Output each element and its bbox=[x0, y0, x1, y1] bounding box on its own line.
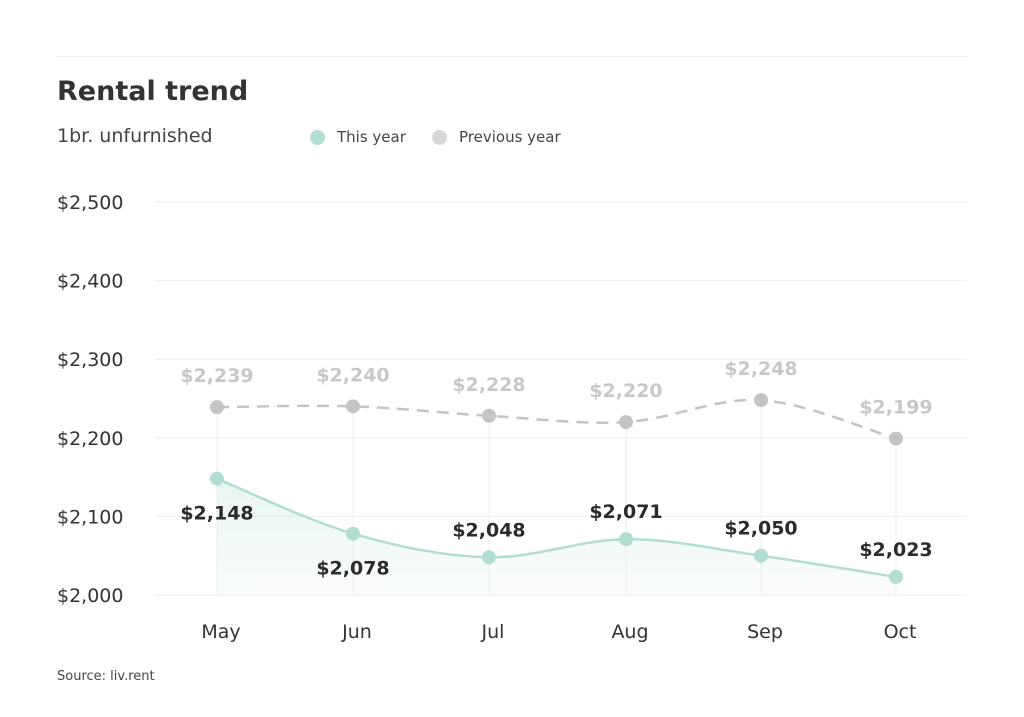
legend-previous-year[interactable]: Previous year bbox=[432, 128, 561, 146]
previous-year-point bbox=[210, 400, 224, 415]
previous-year-value-label: $2,220 bbox=[589, 380, 662, 402]
previous-year-point bbox=[754, 393, 768, 408]
x-tick-label: Oct bbox=[884, 621, 917, 643]
this-year-value-label: $2,048 bbox=[452, 519, 525, 541]
y-tick-label: $2,400 bbox=[57, 271, 123, 293]
previous-year-point bbox=[889, 431, 903, 446]
x-tick-label: Jun bbox=[341, 621, 372, 643]
previous-year-value-label: $2,239 bbox=[180, 365, 253, 387]
y-tick-label: $2,500 bbox=[57, 192, 123, 214]
previous-year-point bbox=[619, 415, 633, 430]
this-year-value-label: $2,071 bbox=[589, 501, 662, 523]
this-year-value-label: $2,050 bbox=[724, 518, 797, 540]
previous-year-point bbox=[482, 408, 496, 423]
this-year-area bbox=[217, 478, 896, 595]
y-tick-label: $2,100 bbox=[57, 506, 123, 528]
previous-year-value-label: $2,248 bbox=[724, 358, 797, 380]
previous-year-value-label: $2,199 bbox=[859, 397, 932, 419]
source-note: Source: liv.rent bbox=[57, 669, 155, 684]
this-year-point bbox=[346, 526, 360, 541]
y-tick-label: $2,200 bbox=[57, 428, 123, 450]
previous-year-value-label: $2,228 bbox=[452, 374, 525, 396]
legend-label: Previous year bbox=[459, 128, 561, 146]
previous-year-line bbox=[216, 398, 897, 440]
x-tick-label: Jul bbox=[481, 621, 505, 643]
chart-subtitle: 1br. unfurnished bbox=[57, 125, 213, 147]
x-tick-label: Sep bbox=[747, 621, 783, 643]
divider bbox=[57, 56, 968, 57]
this-year-point bbox=[889, 569, 903, 584]
legend-this-year[interactable]: This year bbox=[310, 128, 406, 146]
this-year-value-label: $2,078 bbox=[316, 558, 389, 580]
x-tick-label: May bbox=[201, 621, 240, 643]
this-year-point bbox=[482, 550, 496, 565]
this-year-value-label: $2,148 bbox=[180, 503, 253, 525]
this-year-point bbox=[619, 532, 633, 547]
this-year-point bbox=[210, 471, 224, 486]
this-year-line bbox=[216, 477, 897, 579]
chart-title: Rental trend bbox=[57, 76, 249, 107]
this-year-point bbox=[754, 548, 768, 563]
x-tick-label: Aug bbox=[611, 621, 648, 643]
this-year-value-label: $2,023 bbox=[859, 539, 932, 561]
previous-year-point bbox=[346, 399, 360, 414]
previous-year-value-label: $2,240 bbox=[316, 364, 389, 386]
legend-dot-icon bbox=[432, 129, 447, 145]
y-tick-label: $2,300 bbox=[57, 349, 123, 371]
y-tick-label: $2,000 bbox=[57, 585, 123, 607]
legend-dot-icon bbox=[310, 129, 325, 145]
legend-label: This year bbox=[337, 128, 406, 146]
